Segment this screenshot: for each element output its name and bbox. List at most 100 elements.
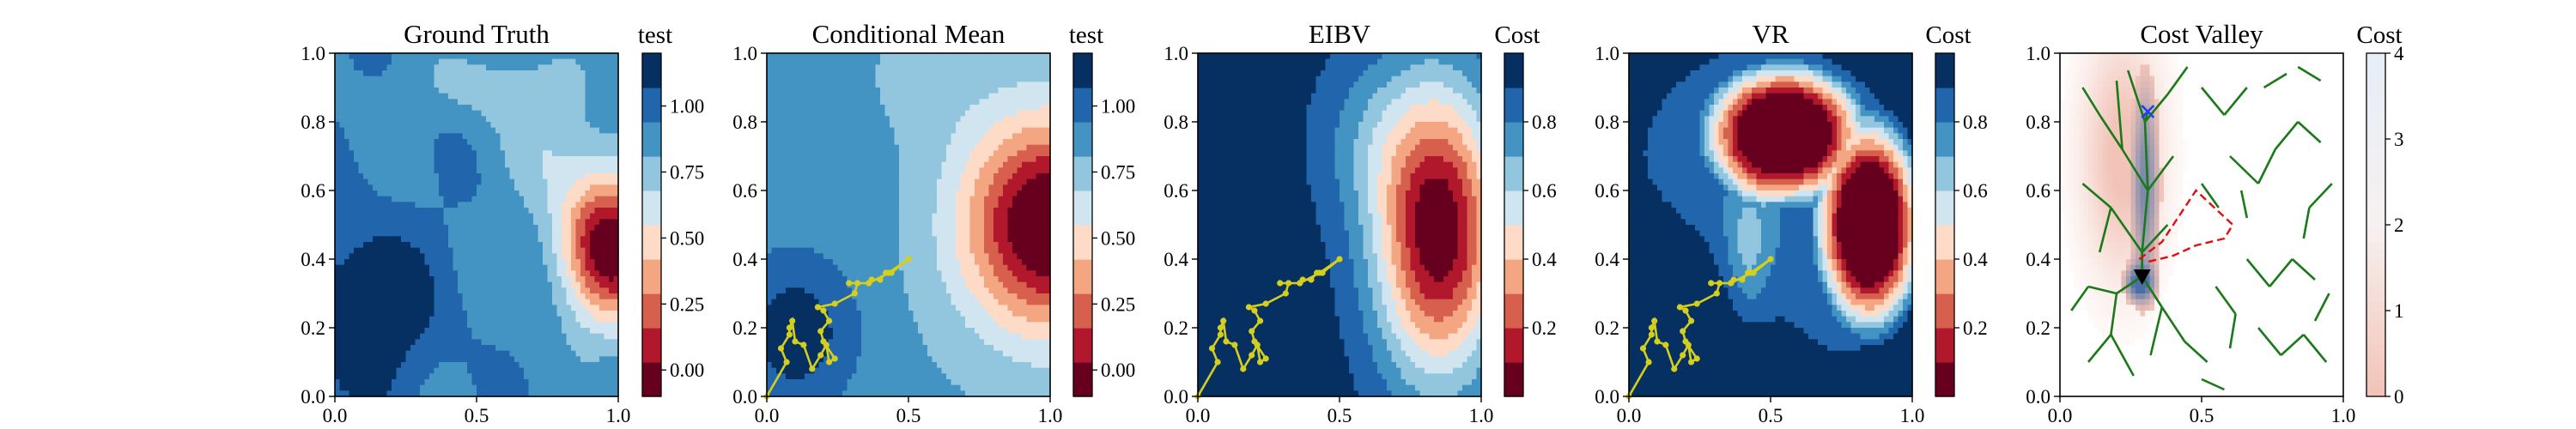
heatmap-cell	[942, 105, 947, 111]
heatmap-cell	[444, 328, 449, 334]
heatmap-cell	[501, 173, 506, 179]
heatmap-cell	[495, 156, 501, 162]
heatmap-cell	[767, 64, 772, 70]
heatmap-cell	[1041, 64, 1046, 70]
heatmap-cell	[580, 265, 586, 271]
heatmap-cell	[344, 122, 349, 128]
heatmap-cell	[961, 88, 966, 94]
heatmap-cell	[397, 345, 402, 351]
heatmap-cell	[975, 145, 980, 151]
heatmap-cell	[392, 356, 397, 362]
heatmap-cell	[340, 248, 345, 254]
heatmap-cell	[363, 190, 368, 196]
heatmap-cell	[349, 88, 355, 94]
heatmap-cell	[562, 208, 567, 214]
heatmap-cell	[970, 59, 975, 65]
heatmap-cell	[340, 379, 345, 385]
heatmap-cell	[609, 265, 614, 271]
heatmap-cell	[899, 116, 904, 122]
heatmap-cell	[444, 156, 449, 162]
heatmap-cell	[529, 64, 534, 70]
heatmap-cell	[477, 356, 482, 362]
heatmap-cell	[951, 64, 957, 70]
heatmap-cell	[552, 299, 557, 305]
heatmap-cell	[425, 356, 430, 362]
heatmap-cell	[363, 351, 368, 357]
heatmap-cell	[491, 334, 496, 340]
heatmap-cell	[533, 248, 538, 254]
heatmap-cell	[984, 145, 989, 151]
heatmap-cell	[448, 162, 453, 168]
heatmap-cell	[425, 122, 430, 128]
heatmap-cell	[472, 334, 477, 340]
heatmap-cell	[368, 345, 374, 351]
heatmap-cell	[586, 225, 591, 231]
heatmap-cell	[895, 150, 900, 156]
heatmap-cell	[823, 128, 829, 134]
heatmap-cell	[472, 82, 477, 88]
heatmap-cell	[914, 82, 919, 88]
heatmap-cell	[876, 59, 881, 65]
heatmap-cell	[387, 167, 392, 173]
heatmap-cell	[781, 76, 787, 82]
heatmap-cell	[354, 248, 359, 254]
heatmap-cell	[416, 82, 421, 88]
heatmap-cell	[519, 53, 525, 59]
heatmap-cell	[463, 379, 468, 385]
heatmap-cell	[349, 179, 355, 185]
heatmap-cell	[814, 76, 819, 82]
heatmap-cell	[1008, 70, 1013, 76]
heatmap-cell	[586, 253, 591, 259]
heatmap-cell	[1003, 173, 1008, 179]
heatmap-cell	[486, 282, 491, 288]
heatmap-cell	[866, 76, 872, 82]
heatmap-cell	[548, 94, 553, 100]
heatmap-cell	[538, 82, 544, 88]
heatmap-cell	[349, 190, 355, 196]
heatmap-cell	[989, 82, 994, 88]
heatmap-cell	[406, 196, 411, 202]
heatmap-cell	[467, 76, 472, 82]
heatmap-cell	[857, 76, 862, 82]
heatmap-cell	[580, 356, 586, 362]
heatmap-cell	[609, 231, 614, 237]
heatmap-cell	[1041, 128, 1046, 134]
heatmap-cell	[538, 317, 544, 323]
heatmap-cell	[533, 133, 538, 139]
heatmap-cell	[477, 236, 482, 242]
heatmap-cell	[378, 334, 383, 340]
heatmap-cell	[434, 190, 440, 196]
heatmap-cell	[781, 70, 787, 76]
heatmap-cell	[814, 179, 819, 185]
heatmap-cell	[448, 202, 453, 208]
heatmap-cell	[491, 156, 496, 162]
heatmap-cell	[410, 248, 416, 254]
heatmap-cell	[510, 231, 515, 237]
heatmap-cell	[401, 287, 406, 293]
heatmap-cell	[786, 122, 791, 128]
heatmap-cell	[980, 122, 985, 128]
heatmap-cell	[392, 82, 397, 88]
heatmap-cell	[529, 282, 534, 288]
colorbar-segment	[642, 122, 661, 157]
heatmap-cell	[344, 379, 349, 385]
colorbar-tick-label: 0.50	[670, 227, 704, 249]
heatmap-cell	[349, 196, 355, 202]
heatmap-cell	[904, 82, 909, 88]
heatmap-cell	[392, 116, 397, 122]
heatmap-cell	[410, 162, 416, 168]
heatmap-cell	[1036, 139, 1042, 145]
heatmap-cell	[382, 76, 387, 82]
heatmap-cell	[590, 362, 595, 368]
heatmap-cell	[1041, 133, 1046, 139]
heatmap-cell	[491, 317, 496, 323]
heatmap-cell	[514, 190, 519, 196]
heatmap-cell	[382, 167, 387, 173]
heatmap-cell	[951, 156, 957, 162]
heatmap-cell	[942, 162, 947, 168]
heatmap-cell	[605, 317, 610, 323]
heatmap-cell	[524, 276, 529, 282]
heatmap-cell	[557, 190, 562, 196]
heatmap-cell	[586, 339, 591, 345]
heatmap-cell	[548, 128, 553, 134]
